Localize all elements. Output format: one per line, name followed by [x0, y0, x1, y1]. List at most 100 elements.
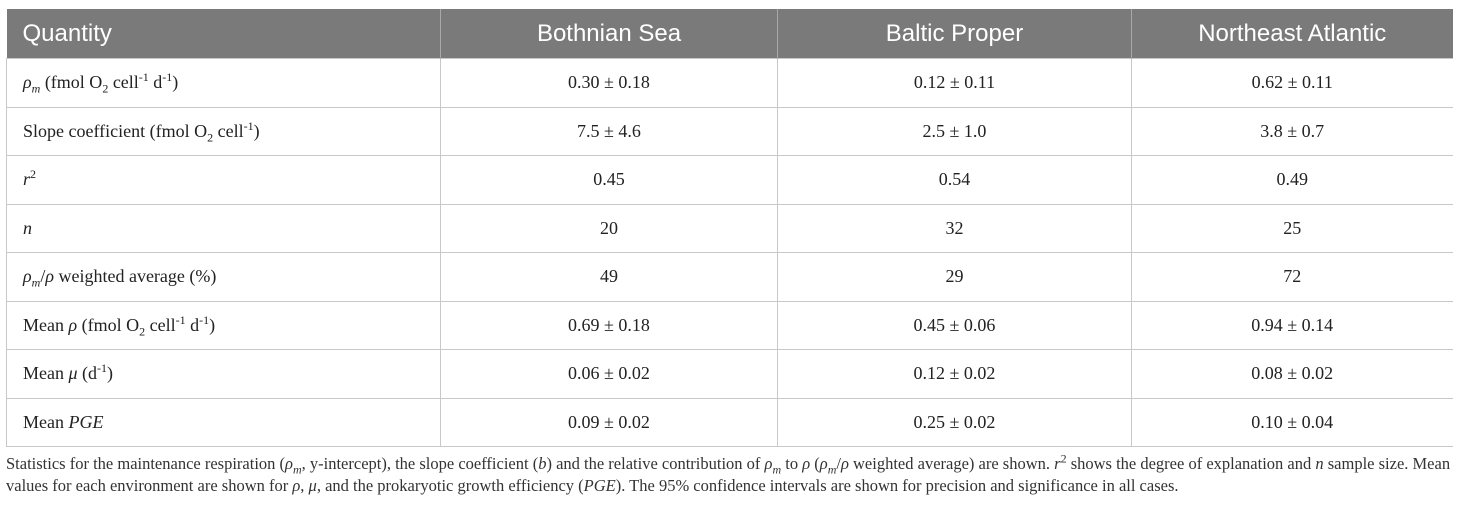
text-fragment: shows the degree of explanation and	[1066, 454, 1316, 473]
table-row: Slope coefficient (fmol O2 cell-1) 7.5 ± …	[6, 106, 1453, 156]
table-cell: 0.62 ± 0.11	[1131, 58, 1453, 107]
row-label: ρm/ρ weighted average (%)	[6, 252, 441, 301]
table-cell: 25	[1131, 203, 1453, 253]
header-row: Quantity Bothnian Sea Baltic Proper Nort…	[6, 9, 1453, 59]
table-row: r2 0.45 0.54 0.49	[6, 155, 1453, 204]
statistics-table: Quantity Bothnian Sea Baltic Proper Nort…	[6, 9, 1453, 447]
text-fragment: ,	[300, 476, 309, 495]
text-fragment: cell	[145, 314, 176, 335]
text-fragment: /	[40, 266, 46, 287]
table-cell: 29	[777, 252, 1132, 301]
text-fragment: b	[538, 454, 547, 473]
text-fragment: m	[31, 81, 41, 96]
header-bothnian-sea: Bothnian Sea	[440, 9, 778, 59]
text-fragment: 2	[139, 324, 146, 339]
table-cell: 0.69 ± 0.18	[440, 300, 778, 350]
table-cell: 72	[1131, 252, 1453, 301]
table-cell: 0.45	[440, 155, 778, 204]
text-fragment: m	[827, 462, 837, 477]
table-cell: 32	[777, 203, 1132, 253]
text-fragment: PGE	[583, 476, 616, 495]
text-fragment: ρ	[292, 476, 301, 495]
text-fragment: -1	[162, 70, 173, 85]
table-cell: 7.5 ± 4.6	[440, 106, 778, 156]
text-fragment: weighted average (%)	[53, 266, 217, 287]
table-row: Mean μ (d-1) 0.06 ± 0.02 0.12 ± 0.02 0.08 ±…	[6, 349, 1453, 398]
text-fragment: , y-intercept), the slope coefficient (	[301, 454, 539, 473]
row-label: Mean PGE	[6, 397, 441, 447]
text-fragment: r	[23, 169, 31, 190]
text-fragment: ). The 95% confidence intervals are show…	[615, 476, 1179, 495]
table-cell: 3.8 ± 0.7	[1131, 106, 1453, 156]
table-cell: 0.25 ± 0.02	[777, 397, 1132, 447]
row-label: Mean μ (d-1)	[6, 349, 441, 398]
text-fragment: n	[1315, 454, 1324, 473]
text-fragment: )	[209, 314, 216, 335]
header-quantity: Quantity	[6, 9, 441, 59]
text-fragment: 2	[1060, 451, 1067, 466]
table-cell: 0.09 ± 0.02	[440, 397, 778, 447]
text-fragment: ρ	[819, 454, 828, 473]
text-fragment: Mean	[23, 314, 69, 335]
text-fragment: cell	[213, 120, 244, 141]
text-fragment: d	[185, 314, 200, 335]
text-fragment: -1	[138, 70, 149, 85]
text-fragment: Slope coefficient (fmol O	[23, 120, 208, 141]
text-fragment: (fmol O	[77, 314, 140, 335]
text-fragment: ρ	[23, 72, 32, 93]
table-cell: 0.08 ± 0.02	[1131, 349, 1453, 398]
text-fragment: ρ	[802, 454, 811, 473]
text-fragment: to	[781, 454, 803, 473]
text-fragment: n	[23, 217, 32, 238]
table-header: Quantity Bothnian Sea Baltic Proper Nort…	[6, 9, 1453, 59]
text-fragment: ρ	[45, 266, 54, 287]
text-fragment: Mean	[23, 411, 69, 432]
text-fragment: m	[31, 275, 41, 290]
table-row: Mean PGE 0.09 ± 0.02 0.25 ± 0.02 0.10 ± 0.0…	[6, 397, 1453, 447]
table-cell: 49	[440, 252, 778, 301]
table-body: ρm (fmol O2 cell-1 d-1) 0.30 ± 0.18 0.12 ±…	[6, 58, 1453, 447]
table-row: Mean ρ (fmol O2 cell-1 d-1) 0.69 ± 0.18 0.…	[6, 300, 1453, 350]
text-fragment: ) and the relative contribution of	[546, 454, 765, 473]
text-fragment: PGE	[68, 411, 104, 432]
text-fragment: Statistics for the maintenance respirati…	[6, 454, 286, 473]
text-fragment: Mean	[23, 363, 69, 384]
table-cell: 20	[440, 203, 778, 253]
text-fragment: cell	[108, 72, 139, 93]
text-fragment: -1	[199, 312, 210, 327]
row-label: Slope coefficient (fmol O2 cell-1)	[6, 106, 441, 156]
table-cell: 0.10 ± 0.04	[1131, 397, 1453, 447]
table-cell: 0.30 ± 0.18	[440, 58, 778, 107]
text-fragment: ρ	[23, 266, 32, 287]
row-label: ρm (fmol O2 cell-1 d-1)	[6, 58, 441, 107]
table-caption: Statistics for the maintenance respirati…	[6, 453, 1454, 497]
table-cell: 0.45 ± 0.06	[777, 300, 1132, 350]
table-cell: 0.12 ± 0.11	[777, 58, 1132, 107]
text-fragment: )	[107, 363, 114, 384]
text-fragment: -1	[243, 118, 254, 133]
text-fragment: weighted average) are shown.	[848, 454, 1055, 473]
header-northeast-atlantic: Northeast Atlantic	[1131, 9, 1453, 59]
text-fragment: m	[772, 462, 782, 477]
text-fragment: , and the prokaryotic growth efficiency …	[316, 476, 584, 495]
header-baltic-proper: Baltic Proper	[777, 9, 1132, 59]
text-fragment: μ	[68, 363, 78, 384]
text-fragment: (d	[77, 363, 98, 384]
row-label: Mean ρ (fmol O2 cell-1 d-1)	[6, 300, 441, 350]
text-fragment: -1	[97, 361, 108, 376]
text-fragment: sample size. Mean values for each enviro…	[6, 454, 1451, 495]
table-cell: 0.49	[1131, 155, 1453, 204]
row-label: r2	[6, 155, 441, 204]
table-cell: 0.94 ± 0.14	[1131, 300, 1453, 350]
table-cell: 0.54	[777, 155, 1132, 204]
text-fragment: )	[253, 120, 260, 141]
text-fragment: d	[148, 72, 163, 93]
text-fragment: ρ	[840, 454, 849, 473]
text-fragment: ρ	[764, 454, 773, 473]
table-row: n 20 32 25	[6, 203, 1453, 253]
text-fragment: m	[292, 462, 302, 477]
text-fragment: r	[1054, 454, 1061, 473]
text-fragment: )	[172, 72, 179, 93]
text-fragment: μ	[308, 476, 317, 495]
